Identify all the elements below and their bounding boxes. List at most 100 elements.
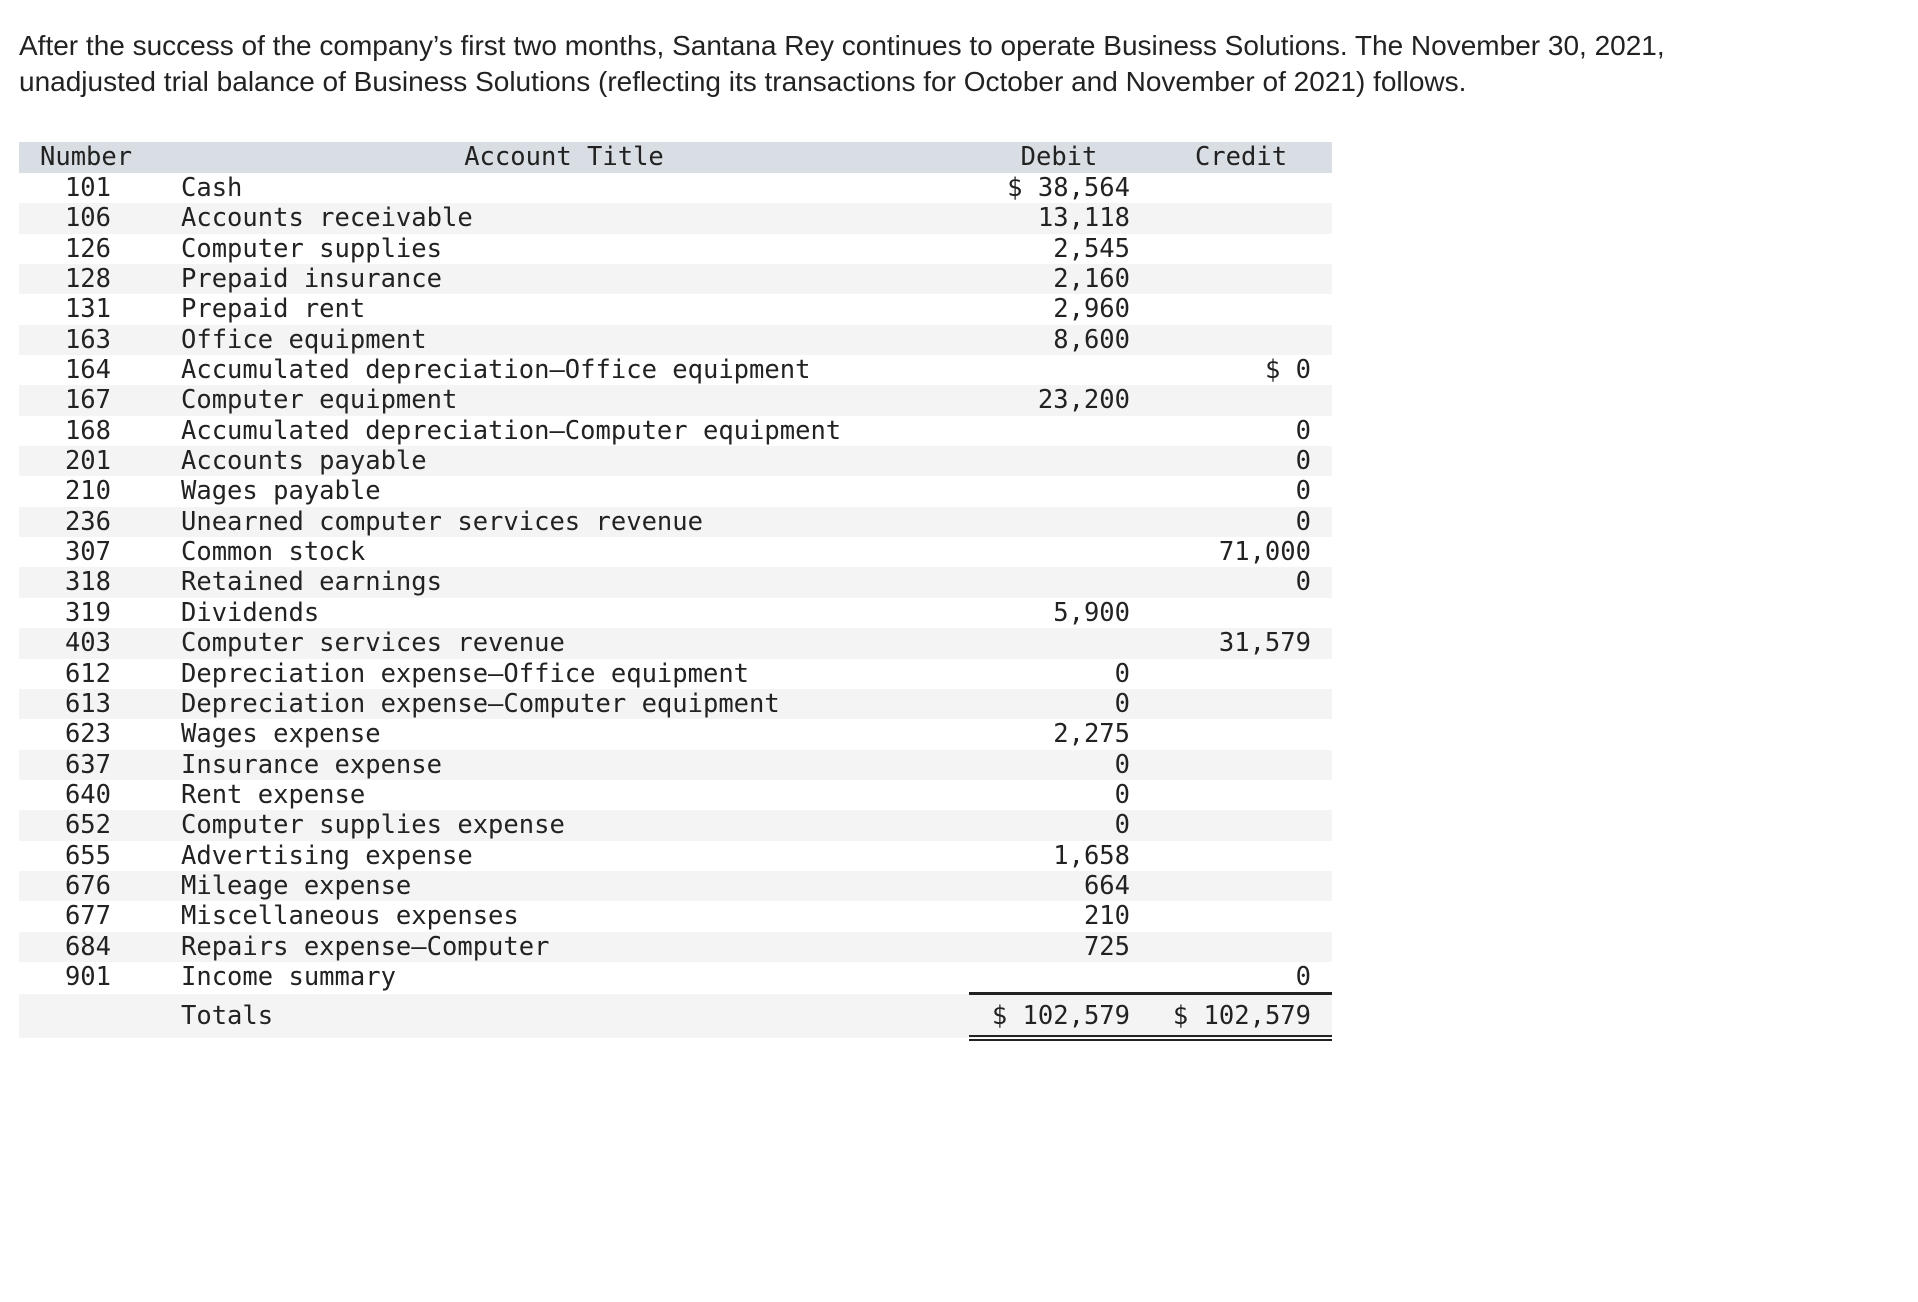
debit-amount: 0 [1114, 658, 1130, 689]
header-credit: Credit [1194, 142, 1288, 172]
table-row: 164 Accumulated depreciation—Office equip… [19, 355, 1332, 385]
account-title: Computer services revenue [181, 628, 565, 659]
account-title: Prepaid rent [181, 294, 366, 325]
table-row: 623 Wages expense 2,275 [19, 719, 1332, 749]
account-number: 126 [64, 233, 111, 264]
table-row: 167 Computer equipment 23,200 [19, 385, 1332, 416]
intro-line-1: After the success of the company’s first… [19, 30, 1665, 61]
account-title: Wages expense [181, 719, 381, 750]
account-title: Computer supplies [181, 233, 442, 264]
table-row: 201 Accounts payable 0 [19, 446, 1332, 477]
account-number: 163 [64, 324, 111, 355]
table-row: 319 Dividends 5,900 [19, 598, 1332, 628]
account-number: 623 [64, 719, 111, 750]
account-title: Cash [181, 173, 243, 203]
account-number: 676 [64, 870, 111, 901]
account-title: Wages payable [181, 476, 381, 507]
debit-amount: 0 [1114, 779, 1130, 810]
account-title: Miscellaneous expenses [181, 901, 519, 932]
account-title: Income summary [181, 961, 396, 992]
table-body: 101 Cash $ 38,564 106 Accounts receivable 13,… [19, 173, 1332, 992]
account-number: 613 [64, 688, 111, 719]
table-row: 403 Computer services revenue 31,579 [19, 628, 1332, 659]
debit-amount: 210 [1083, 901, 1130, 932]
debit-amount: 0 [1114, 688, 1130, 719]
credit-amount: 0 [1295, 961, 1311, 992]
table-row: 163 Office equipment 8,600 [19, 324, 1332, 356]
table-row: 637 Insurance expense 0 [19, 749, 1332, 780]
account-title: Repairs expense—Computer [181, 931, 550, 962]
account-title: Depreciation expense—Office equipment [181, 658, 750, 689]
debit-amount: $ 38,564 [1007, 173, 1130, 203]
header-debit: Debit [1020, 142, 1098, 172]
debit-amount: 23,200 [1037, 385, 1130, 416]
debit-amount: 0 [1114, 749, 1130, 780]
account-number: 640 [64, 779, 111, 810]
account-number: 131 [64, 294, 111, 325]
account-title: Depreciation expense—Computer equipment [181, 688, 780, 719]
account-title: Rent expense [181, 779, 366, 810]
table-row: 901 Income summary 0 [19, 962, 1332, 992]
header-number: Number [40, 142, 133, 172]
account-number: 684 [64, 931, 111, 962]
table-row: 613 Depreciation expense—Computer equipme… [19, 688, 1332, 720]
account-number: 201 [64, 446, 111, 477]
table-row: 318 Retained earnings 0 [19, 567, 1332, 598]
account-number: 319 [64, 597, 111, 628]
credit-amount: 0 [1295, 476, 1311, 507]
table-row: 106 Accounts receivable 13,118 [19, 203, 1332, 234]
debit-amount: 5,900 [1053, 597, 1130, 628]
debit-amount: 2,160 [1053, 264, 1130, 295]
account-title: Retained earnings [181, 567, 442, 598]
account-title: Accounts payable [181, 446, 427, 477]
debit-amount: 2,545 [1053, 233, 1130, 264]
totals-rule [969, 992, 1332, 996]
account-title: Prepaid insurance [181, 264, 442, 295]
credit-amount: 0 [1295, 567, 1311, 598]
account-title: Advertising expense [181, 840, 473, 871]
account-number: 106 [64, 203, 111, 234]
table-row: 677 Miscellaneous expenses 210 [19, 901, 1332, 931]
totals-label: Totals [181, 1001, 274, 1032]
account-title: Mileage expense [181, 870, 412, 901]
account-number: 655 [64, 840, 111, 871]
credit-amount: 0 [1295, 415, 1311, 446]
table-row: 640 Rent expense 0 [19, 780, 1332, 810]
account-title: Accumulated depreciation—Computer equipm… [181, 415, 842, 446]
account-number: 652 [64, 810, 111, 841]
table-row: 307 Common stock 71,000 [19, 537, 1332, 567]
account-number: 167 [64, 385, 111, 416]
account-number: 637 [64, 749, 111, 780]
account-title: Computer equipment [181, 385, 458, 416]
totals-row: Totals $ 102,579 $ 102,579 [19, 992, 1332, 1042]
debit-amount: 725 [1083, 931, 1130, 962]
account-number: 128 [64, 264, 111, 295]
table-row: 101 Cash $ 38,564 [19, 173, 1332, 203]
account-title: Accumulated depreciation—Office equipmen… [181, 355, 811, 386]
account-number: 307 [64, 537, 111, 568]
intro-text: After the success of the company’s first… [19, 28, 1899, 100]
credit-amount: 0 [1295, 446, 1311, 477]
table-row: 684 Repairs expense—Computer 725 [19, 931, 1332, 962]
account-number: 677 [64, 901, 111, 932]
intro-line-2: unadjusted trial balance of Business Sol… [19, 66, 1467, 97]
account-title: Dividends [181, 597, 320, 628]
debit-amount: 0 [1114, 810, 1130, 841]
table-row: 126 Computer supplies 2,545 [19, 234, 1332, 264]
header-account-title: Account Title [464, 142, 664, 172]
debit-amount: 8,600 [1053, 324, 1130, 355]
account-number: 236 [64, 506, 111, 537]
account-number: 403 [64, 628, 111, 659]
account-title: Common stock [181, 537, 366, 568]
table-row: 655 Advertising expense 1,658 [19, 841, 1332, 871]
table-row: 676 Mileage expense 664 [19, 870, 1332, 902]
account-number: 612 [64, 658, 111, 689]
account-title: Accounts receivable [181, 203, 473, 234]
table-row: 236 Unearned computer services revenue 0 [19, 506, 1332, 538]
table-header: Number Account Title Debit Credit [19, 142, 1332, 173]
table-row: 131 Prepaid rent 2,960 [19, 294, 1332, 324]
account-title: Unearned computer services revenue [181, 506, 703, 537]
debit-amount: 664 [1083, 870, 1130, 901]
table-row: 168 Accumulated depreciation—Computer equ… [19, 416, 1332, 446]
debit-amount: 13,118 [1037, 203, 1130, 234]
